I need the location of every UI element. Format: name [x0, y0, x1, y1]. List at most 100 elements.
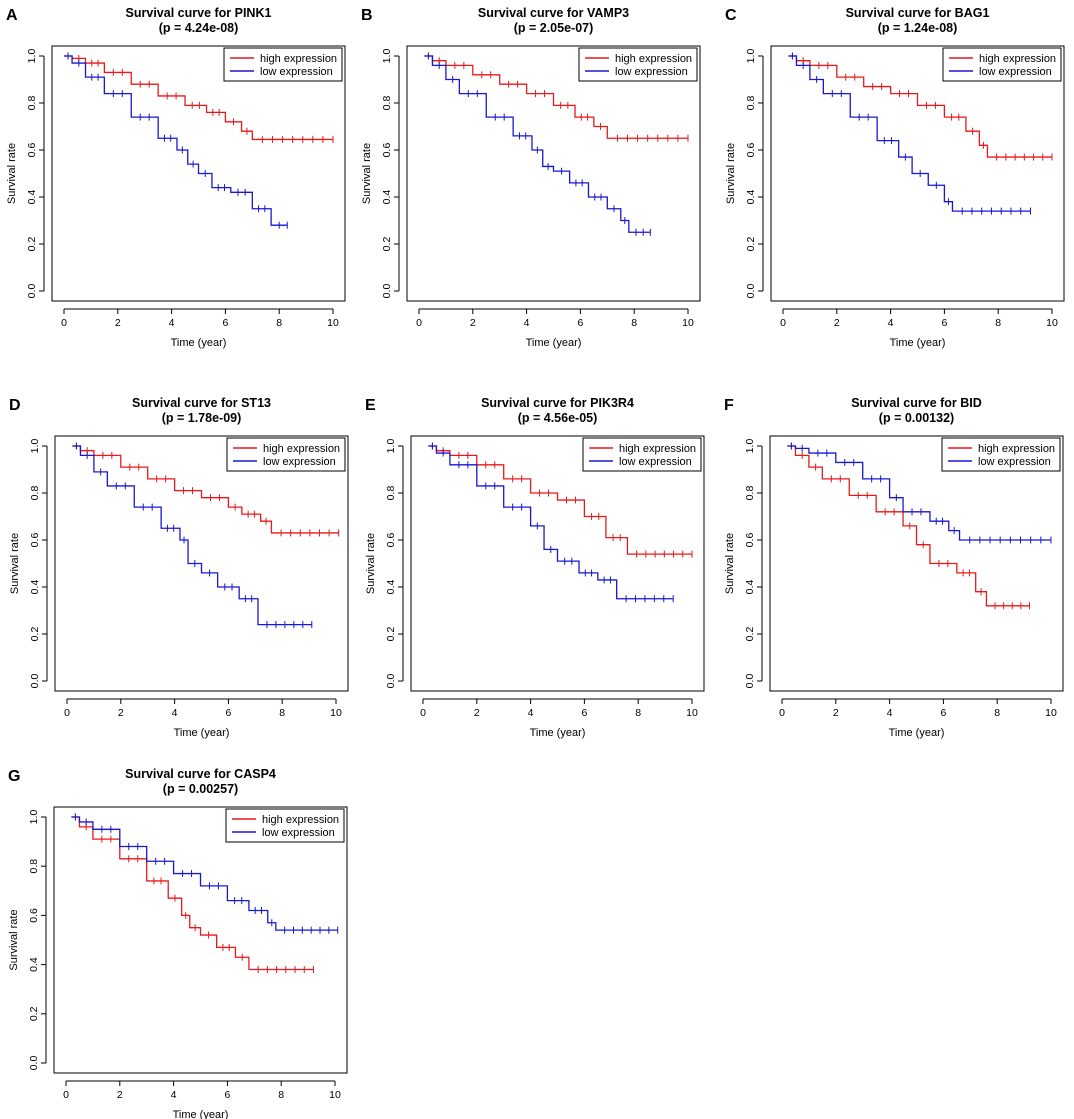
survival-curve-high [788, 55, 1052, 158]
survival-curve-low [788, 55, 1031, 212]
legend-label: high expression [978, 443, 1055, 455]
censor-marks-low [427, 52, 651, 236]
censor-marks-high [431, 442, 693, 558]
y-tick-label: 0.0 [29, 674, 41, 689]
panel-letter: B [361, 7, 373, 24]
legend-label: low expression [263, 456, 336, 468]
x-axis-label: Time (year) [889, 727, 945, 739]
y-tick-label: 0.6 [381, 143, 393, 158]
panel-c: C Survival curve for BAG1(p = 1.24e-08) 0 2… [725, 6, 1065, 349]
p-value: (p = 1.24e-08) [878, 21, 958, 35]
x-tick-label: 0 [63, 1089, 69, 1101]
p-value: (p = 1.78e-09) [162, 411, 242, 425]
legend-box [226, 437, 346, 472]
panel-letter: D [9, 397, 21, 414]
x-tick-label: 10 [686, 707, 698, 719]
p-value: (p = 2.05e-07) [514, 21, 594, 35]
x-axis-label: Time (year) [530, 727, 586, 739]
censor-marks-low [791, 52, 1031, 215]
legend-label: low expression [619, 456, 692, 468]
legend-label: high expression [979, 53, 1056, 65]
y-tick-label: 0.0 [744, 674, 756, 689]
x-tick-label: 8 [994, 707, 1000, 719]
y-tick-label: 0.4 [744, 580, 756, 595]
x-tick-label: 4 [888, 317, 894, 329]
legend-box [578, 47, 698, 82]
y-tick-label: 0.4 [26, 190, 38, 205]
y-tick-label: 0.8 [744, 486, 756, 501]
y-tick-label: 0.6 [385, 533, 397, 548]
y-tick-label: 0.8 [28, 859, 40, 874]
survival-curve-high [424, 55, 688, 139]
y-tick-label: 0.8 [381, 96, 393, 111]
x-tick-label: 4 [172, 707, 178, 719]
panel-letter: E [365, 397, 376, 414]
x-tick-label: 10 [682, 317, 694, 329]
survival-curve-low [787, 445, 1051, 541]
panel-f: F Survival curve for BID(p = 0.00132) 0 2 4 6… [724, 396, 1064, 739]
x-tick-label: 2 [834, 317, 840, 329]
panel-letter: A [6, 7, 18, 24]
p-value: (p = 4.24e-08) [159, 21, 239, 35]
y-axis-label: Survival rate [724, 533, 736, 594]
chart-title: Survival curve for BAG1 [846, 6, 990, 20]
y-tick-label: 1.0 [381, 49, 393, 64]
panel-g: G Survival curve for CASP4(p = 0.00257) 0 2… [8, 767, 348, 1119]
panel-d: D Survival curve for ST13(p = 1.78e-09) 0 2… [9, 396, 349, 739]
chart-title: Survival curve for ST13 [132, 396, 271, 410]
x-tick-label: 8 [276, 317, 282, 329]
y-tick-label: 1.0 [26, 49, 38, 64]
p-value: (p = 0.00257) [163, 782, 238, 796]
y-tick-label: 0.2 [26, 237, 38, 252]
x-tick-label: 8 [278, 1089, 284, 1101]
x-tick-label: 2 [117, 1089, 123, 1101]
x-tick-label: 8 [631, 317, 637, 329]
survival-curve-high [64, 55, 333, 141]
y-tick-label: 0.2 [381, 237, 393, 252]
survival-curve-high [71, 816, 314, 971]
x-tick-label: 10 [329, 1089, 341, 1101]
legend-box [941, 437, 1061, 472]
censor-marks-low [75, 442, 313, 629]
x-tick-label: 8 [279, 707, 285, 719]
y-tick-label: 0.0 [28, 1056, 40, 1071]
survival-curve-low [424, 55, 651, 233]
x-tick-label: 4 [171, 1089, 177, 1101]
chart-title: Survival curve for PIK3R4 [481, 396, 634, 410]
y-tick-label: 0.8 [385, 486, 397, 501]
legend-label: high expression [260, 53, 337, 65]
y-tick-label: 0.2 [29, 627, 41, 642]
x-tick-label: 0 [779, 707, 785, 719]
y-tick-label: 0.6 [29, 533, 41, 548]
p-value: (p = 4.56e-05) [518, 411, 598, 425]
y-tick-label: 0.4 [381, 190, 393, 205]
y-tick-label: 1.0 [28, 810, 40, 825]
x-tick-label: 8 [635, 707, 641, 719]
legend-label: low expression [978, 456, 1051, 468]
x-tick-label: 6 [940, 707, 946, 719]
x-tick-label: 0 [420, 707, 426, 719]
x-tick-label: 0 [780, 317, 786, 329]
x-tick-label: 2 [470, 317, 476, 329]
y-tick-label: 0.6 [745, 143, 757, 158]
x-tick-label: 6 [577, 317, 583, 329]
y-tick-label: 0.2 [745, 237, 757, 252]
panel-e: E Survival curve for PIK3R4(p = 4.56e-05)… [365, 396, 705, 739]
chart-title: Survival curve for PINK1 [126, 6, 272, 20]
legend-box [942, 47, 1062, 82]
x-tick-label: 6 [225, 707, 231, 719]
survival-curve-high [428, 445, 692, 555]
x-tick-label: 4 [528, 707, 534, 719]
plot-frame [770, 45, 1065, 302]
x-tick-label: 8 [995, 317, 1001, 329]
y-tick-label: 0.6 [26, 143, 38, 158]
y-axis-label: Survival rate [725, 143, 737, 204]
x-tick-label: 4 [524, 317, 530, 329]
censor-marks-high [67, 52, 334, 143]
survival-curve-high [72, 445, 339, 534]
y-tick-label: 0.0 [385, 674, 397, 689]
y-tick-label: 0.2 [385, 627, 397, 642]
censor-marks-low [67, 52, 288, 229]
x-axis-label: Time (year) [526, 337, 582, 349]
y-tick-label: 0.6 [28, 908, 40, 923]
